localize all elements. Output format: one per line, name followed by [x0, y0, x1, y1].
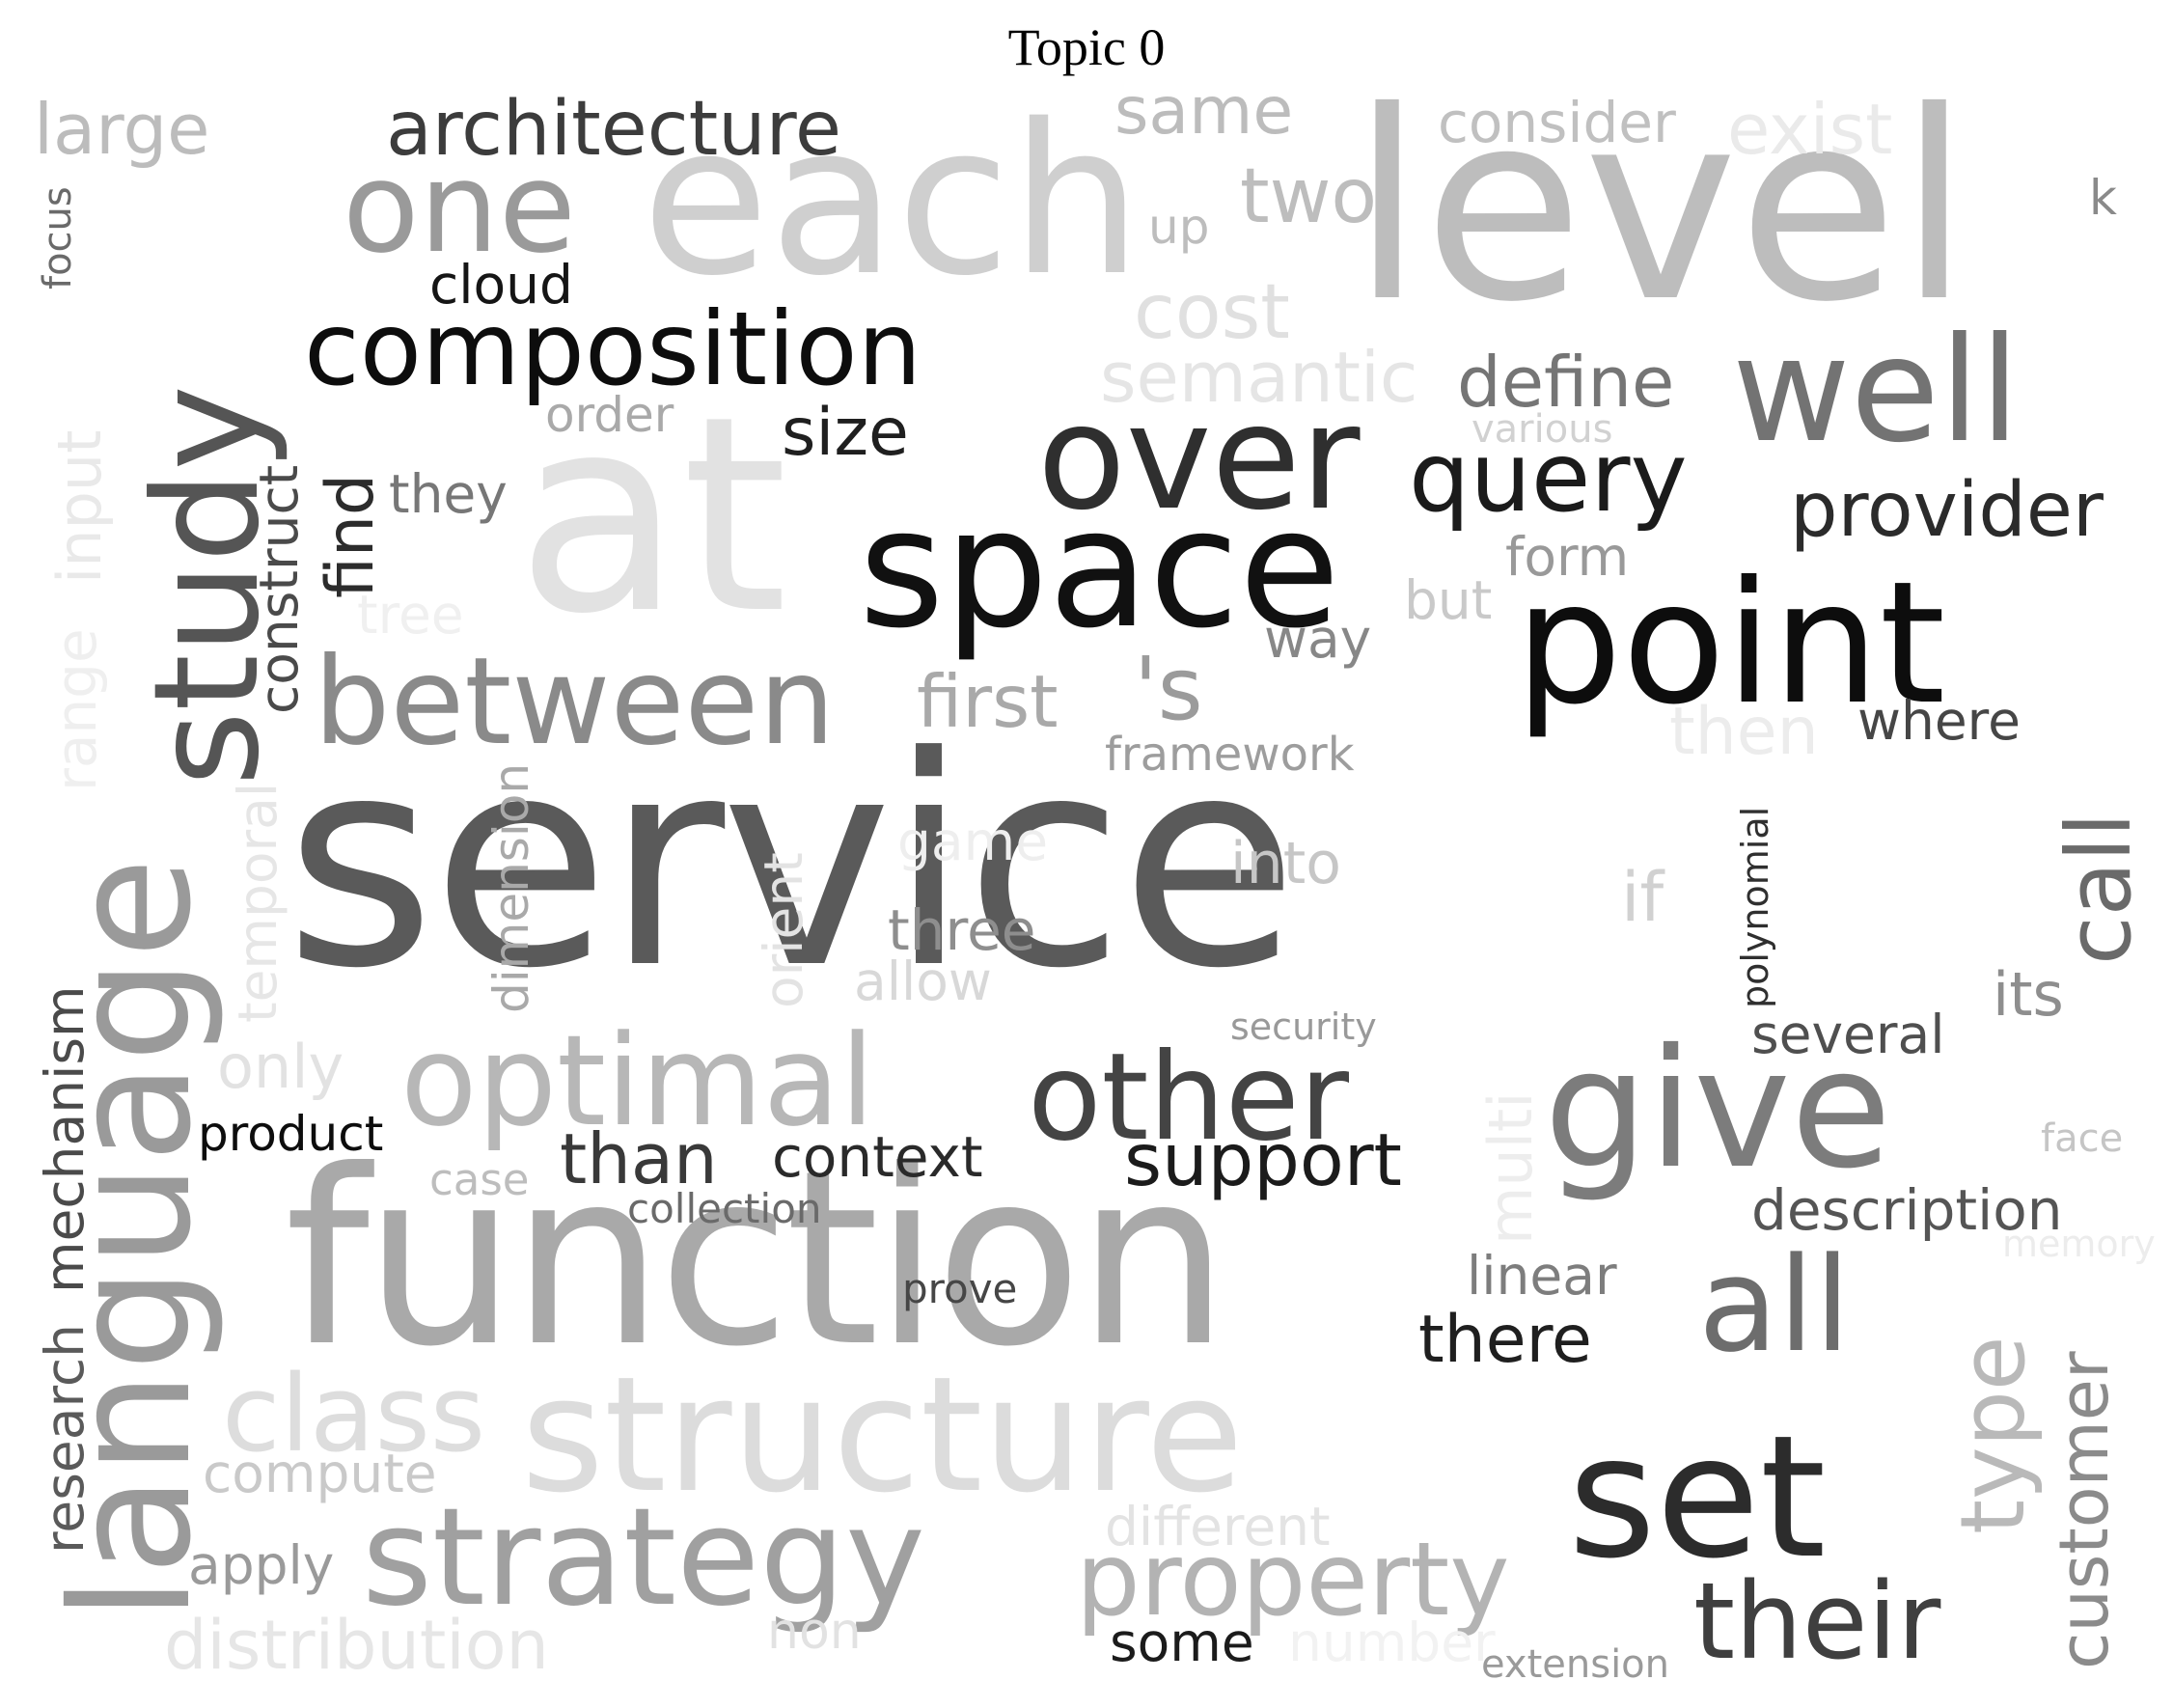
- word-linear: linear: [1467, 1245, 1617, 1307]
- word-each: each: [642, 79, 1142, 321]
- word-than: than: [560, 1118, 718, 1199]
- word-face: face: [2041, 1116, 2124, 1161]
- word-number: number: [1288, 1612, 1496, 1673]
- word-one: one: [343, 134, 576, 281]
- word-way: way: [1264, 608, 1372, 670]
- word-construct: construct: [248, 464, 310, 714]
- word-multi: multi: [1475, 1091, 1546, 1245]
- word-collection: collection: [627, 1185, 822, 1232]
- word-give: give: [1544, 1014, 1892, 1205]
- word-several: several: [1751, 1004, 1945, 1065]
- word-architecture: architecture: [386, 86, 841, 173]
- word-then: then: [1669, 694, 1819, 770]
- word-product: product: [198, 1106, 384, 1162]
- word-semantic: semantic: [1100, 337, 1418, 418]
- word-description: description: [1751, 1177, 2063, 1243]
- word-security: security: [1230, 1006, 1377, 1048]
- word-optimal: optimal: [400, 1007, 875, 1154]
- word-exist: exist: [1727, 89, 1893, 170]
- word-distribution: distribution: [164, 1606, 549, 1685]
- word-between: between: [314, 632, 836, 772]
- word-class: class: [222, 1352, 486, 1475]
- word-same: same: [1114, 73, 1294, 150]
- word-over: over: [1037, 374, 1361, 542]
- word-framework: framework: [1105, 728, 1355, 782]
- word-various: various: [1472, 407, 1613, 452]
- word-up: up: [1148, 199, 1210, 255]
- word-into: into: [1230, 830, 1341, 897]
- word-cloud-term: cloud: [429, 254, 573, 316]
- word-find: find: [313, 473, 389, 598]
- word-prove: prove: [902, 1265, 1018, 1312]
- word-composition: composition: [304, 290, 922, 408]
- word-order: order: [545, 387, 674, 443]
- word-mechanism: mechanism: [34, 985, 96, 1293]
- word-compute: compute: [203, 1443, 437, 1504]
- word-size: size: [782, 395, 909, 471]
- word-strategy: strategy: [362, 1479, 925, 1637]
- word-they: they: [389, 463, 508, 525]
- word-its: its: [1993, 959, 2064, 1030]
- word-context: context: [772, 1124, 983, 1190]
- word-type: type: [1941, 1336, 2045, 1534]
- word-first: first: [917, 659, 1059, 744]
- word-other: other: [1028, 1028, 1350, 1168]
- word-if: if: [1621, 858, 1664, 937]
- word-only: only: [217, 1032, 344, 1102]
- word-temporal: temporal: [227, 782, 289, 1023]
- word-three: three: [888, 897, 1036, 963]
- word-point: point: [1515, 546, 1946, 742]
- word-but: but: [1404, 569, 1493, 631]
- word-tree: tree: [357, 584, 464, 646]
- word-support: support: [1124, 1117, 1402, 1202]
- word-form: form: [1505, 526, 1630, 588]
- word-input: input: [44, 429, 115, 584]
- word-different: different: [1105, 1496, 1331, 1557]
- word-two: two: [1240, 153, 1378, 240]
- word-define: define: [1457, 342, 1675, 423]
- word-there: there: [1418, 1302, 1592, 1378]
- word-well: well: [1732, 307, 2021, 475]
- word-large: large: [34, 89, 210, 170]
- word-range: range: [43, 628, 109, 791]
- word-orient: orient: [753, 852, 814, 1008]
- word-game: game: [897, 811, 1049, 872]
- word-property: property: [1076, 1521, 1510, 1639]
- word-k: k: [2089, 170, 2117, 226]
- word-polynomial: polynomial: [1734, 806, 1776, 1008]
- word-service: service: [285, 695, 1299, 1032]
- word-customer: customer: [2045, 1351, 2124, 1669]
- word-their: their: [1693, 1559, 1941, 1683]
- word-function: function: [285, 1118, 1229, 1399]
- word-space: space: [859, 474, 1340, 665]
- word-set: set: [1568, 1400, 1827, 1596]
- word-call: call: [2048, 812, 2151, 965]
- word-at: at: [516, 359, 788, 674]
- word-allow: allow: [854, 950, 992, 1012]
- word-dimension: dimension: [483, 762, 539, 1013]
- word-where: where: [1857, 690, 2021, 752]
- word-apostrophe-s: 's: [1134, 639, 1203, 740]
- word-consider: consider: [1438, 90, 1676, 155]
- word-some: some: [1110, 1612, 1254, 1673]
- word-research: research: [34, 1324, 96, 1554]
- word-case: case: [429, 1154, 530, 1205]
- word-focus: focus: [36, 186, 80, 289]
- word-cost: cost: [1134, 269, 1290, 356]
- plot-title: Topic 0: [1007, 18, 1166, 76]
- word-provider: provider: [1790, 467, 2104, 554]
- word-query: query: [1409, 421, 1688, 534]
- word-non: non: [767, 1603, 862, 1661]
- word-apply: apply: [188, 1534, 335, 1596]
- word-structure: structure: [521, 1342, 1244, 1528]
- word-all: all: [1698, 1229, 1851, 1381]
- word-extension: extension: [1481, 1642, 1669, 1687]
- word-memory: memory: [2002, 1223, 2156, 1265]
- word-level: level: [1351, 55, 1971, 359]
